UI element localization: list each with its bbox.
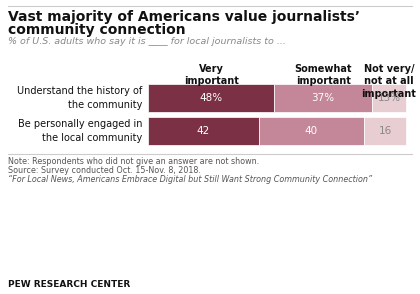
Bar [364,117,406,145]
Text: 40: 40 [304,126,318,136]
Text: Not very/
not at all
important: Not very/ not at all important [362,64,416,99]
Text: community connection: community connection [8,23,186,37]
Text: 13%: 13% [377,93,400,103]
Text: 48%: 48% [200,93,223,103]
Text: Understand the history of
the community: Understand the history of the community [17,86,142,110]
Text: Be personally engaged in
the local community: Be personally engaged in the local commu… [18,119,142,143]
Bar [148,84,274,112]
Text: 37%: 37% [312,93,335,103]
Text: PEW RESEARCH CENTER: PEW RESEARCH CENTER [8,280,130,289]
Text: 16: 16 [378,126,391,136]
Bar [259,117,364,145]
Text: Vast majority of Americans value journalists’: Vast majority of Americans value journal… [8,10,360,24]
Text: Somewhat
important: Somewhat important [294,64,352,86]
Text: Very
important: Very important [184,64,239,86]
Text: Note: Respondents who did not give an answer are not shown.: Note: Respondents who did not give an an… [8,157,259,166]
Text: 42: 42 [197,126,210,136]
Text: “For Local News, Americans Embrace Digital but Still Want Strong Community Conne: “For Local News, Americans Embrace Digit… [8,175,372,184]
Text: % of U.S. adults who say it is ____ for local journalists to ...: % of U.S. adults who say it is ____ for … [8,37,286,46]
Text: Source: Survey conducted Oct. 15-Nov. 8, 2018.: Source: Survey conducted Oct. 15-Nov. 8,… [8,166,201,175]
Bar [372,84,406,112]
Bar [148,117,259,145]
Bar [274,84,372,112]
